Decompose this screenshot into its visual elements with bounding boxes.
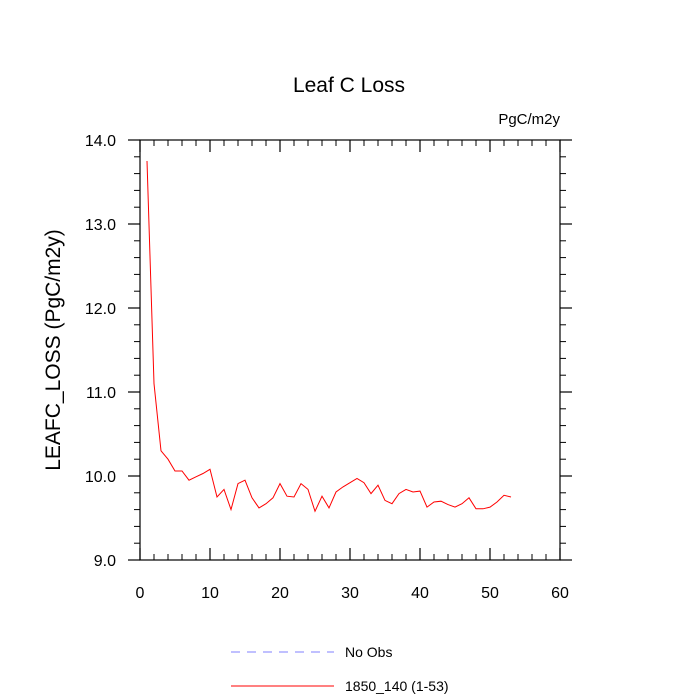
- x-tick-label: 20: [271, 585, 289, 602]
- axis-ticks: [128, 139, 572, 561]
- legend: No Obs 1850_140 (1-53): [231, 644, 449, 694]
- x-tick-label: 10: [201, 585, 219, 602]
- chart-title: Leaf C Loss: [293, 74, 405, 97]
- y-tick-label: 11.0: [86, 385, 116, 402]
- series-line: [146, 160, 512, 513]
- y-axis-label: LEAFC_LOSS (PgC/m2y): [42, 229, 65, 471]
- y-tick-label: 12.0: [85, 301, 116, 318]
- x-tick-label: 30: [341, 585, 359, 602]
- series-layer: [146, 160, 512, 513]
- x-tick-label: 50: [481, 585, 499, 602]
- x-tick-label: 0: [136, 585, 145, 602]
- legend-label: 1850_140 (1-53): [345, 678, 449, 694]
- units-label: PgC/m2y: [498, 111, 560, 128]
- x-tick-label: 40: [411, 585, 429, 602]
- y-tick-label: 14.0: [85, 133, 116, 150]
- y-tick-label: 10.0: [85, 469, 116, 486]
- y-tick-label: 13.0: [85, 217, 116, 234]
- plot-frame: [139, 139, 561, 561]
- legend-label: No Obs: [345, 644, 392, 660]
- y-tick-label: 9.0: [94, 553, 116, 570]
- axis-tick-labels: 0 10 20 30 40 50 60 9.0 10.0 11.0 12.0 13.0 14.0: [85, 133, 569, 602]
- x-tick-label: 60: [551, 585, 569, 602]
